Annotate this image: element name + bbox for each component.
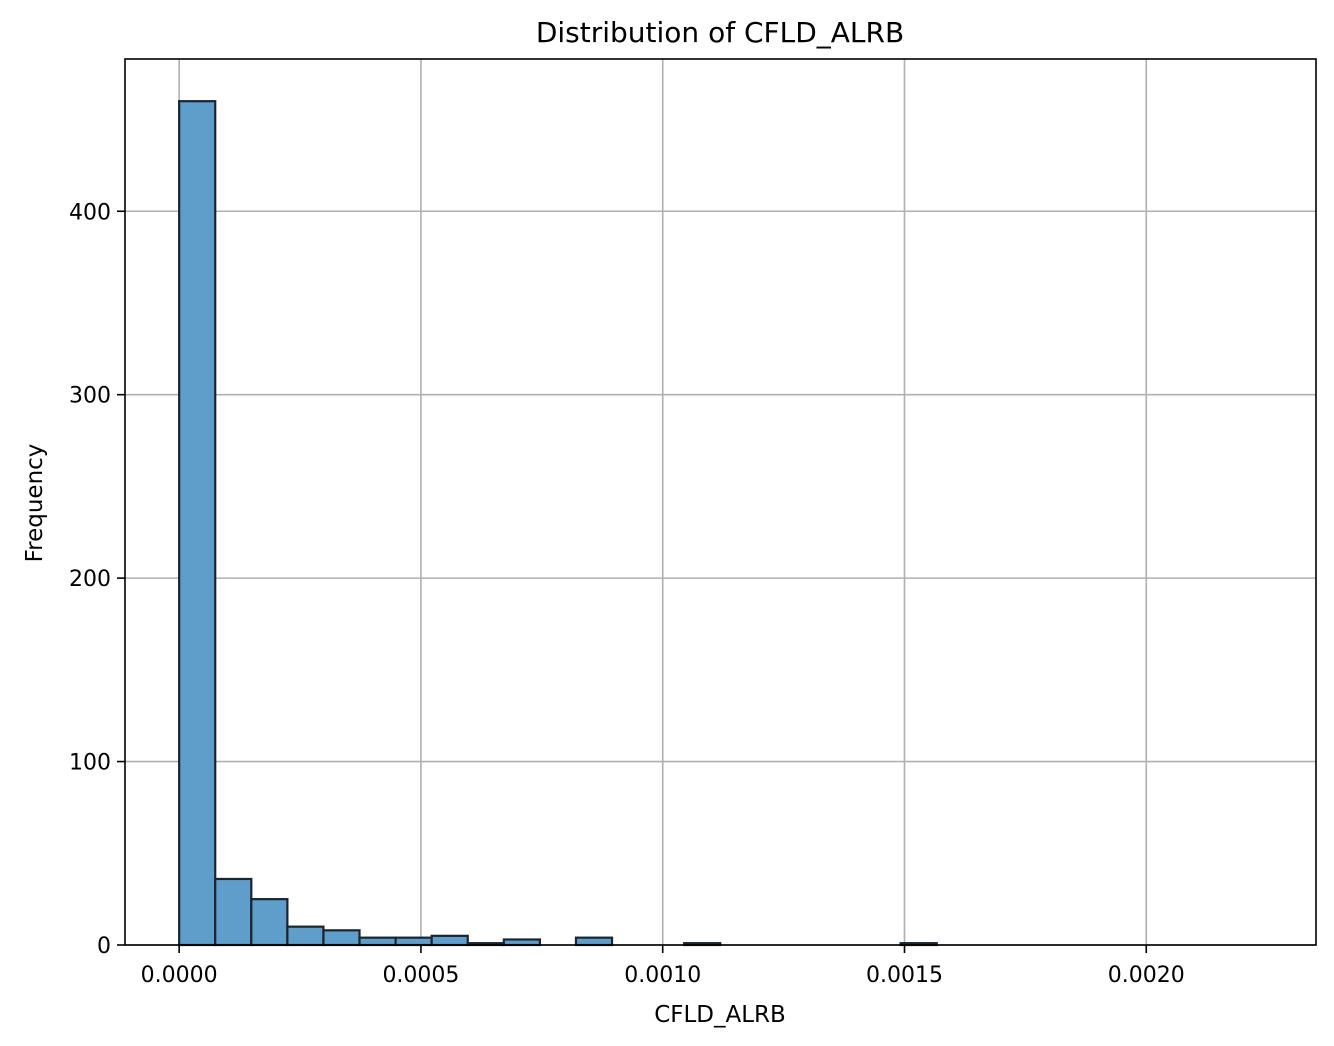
y-tick-label: 100 <box>69 751 111 776</box>
histogram-bar <box>214 877 253 947</box>
plot-frame <box>124 58 1317 946</box>
y-tick-label: 200 <box>69 567 111 592</box>
histogram-bars <box>178 100 938 947</box>
histogram-bar <box>322 929 361 947</box>
x-tick-label: 0.0010 <box>624 963 701 988</box>
y-tick-label: 0 <box>97 934 111 959</box>
histogram-bar <box>286 925 325 947</box>
y-tick-label: 400 <box>69 200 111 225</box>
histogram-bar <box>250 898 289 947</box>
x-tick-label: 0.0020 <box>1108 963 1185 988</box>
histogram-bar <box>430 934 469 947</box>
chart-title: Distribution of CFLD_ALRB <box>536 16 904 49</box>
y-tick-label: 300 <box>69 384 111 409</box>
histogram-bar <box>502 938 541 947</box>
x-axis-label: CFLD_ALRB <box>654 1002 786 1028</box>
x-tick-label: 0.0005 <box>382 963 459 988</box>
y-axis-label: Frequency <box>22 444 48 563</box>
histogram-bar <box>358 936 397 947</box>
x-axis-ticks: 0.0000 0.0005 0.0010 0.0015 0.0020 <box>141 945 1185 988</box>
grid-lines <box>125 59 1316 946</box>
histogram-bar <box>394 936 433 947</box>
x-tick-label: 0.0015 <box>866 963 943 988</box>
histogram-bar <box>178 100 217 947</box>
y-axis-ticks: 0 100 200 300 400 <box>69 200 125 959</box>
x-tick-label: 0.0000 <box>141 963 218 988</box>
histogram-bar <box>574 936 614 947</box>
